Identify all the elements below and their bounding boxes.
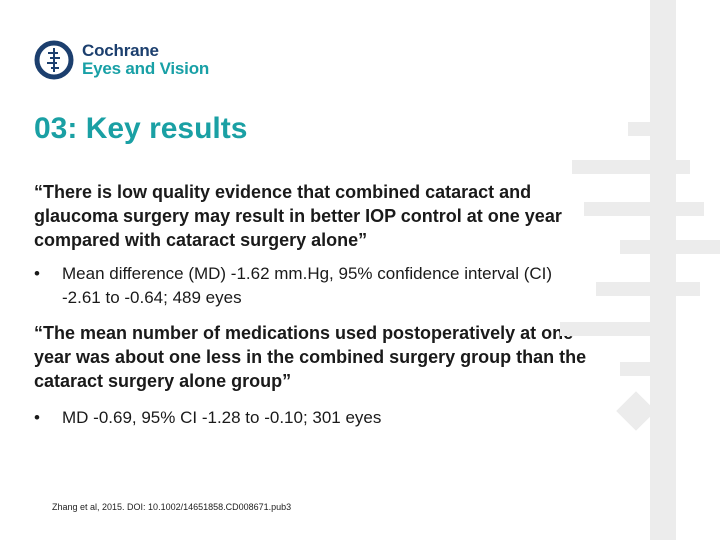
cochrane-logo-icon [34, 40, 74, 80]
key-result-quote-1: “There is low quality evidence that comb… [34, 182, 562, 250]
bullet-text-2: MD -0.69, 95% CI -1.28 to -0.10; 301 eye… [62, 408, 382, 427]
key-result-quote-2: “The mean number of medications used pos… [34, 323, 587, 391]
decorative-bars [560, 0, 720, 540]
logo-text-eyes-and-vision: Eyes and Vision [82, 59, 210, 78]
bullet-item-1: • Mean difference (MD) -1.62 mm.Hg, 95% … [34, 262, 564, 310]
bullet-marker: • [34, 408, 40, 427]
logo-text-cochrane: Cochrane [82, 41, 159, 60]
bullet-text-1: Mean difference (MD) -1.62 mm.Hg, 95% co… [62, 264, 553, 307]
citation: Zhang et al, 2015. DOI: 10.1002/14651858… [52, 502, 292, 512]
bullet-marker: • [34, 264, 40, 283]
bullet-item-2: • MD -0.69, 95% CI -1.28 to -0.10; 301 e… [34, 406, 564, 430]
cochrane-logo: Cochrane Eyes and Vision [34, 40, 209, 80]
slide-title: 03: Key results [34, 112, 248, 145]
